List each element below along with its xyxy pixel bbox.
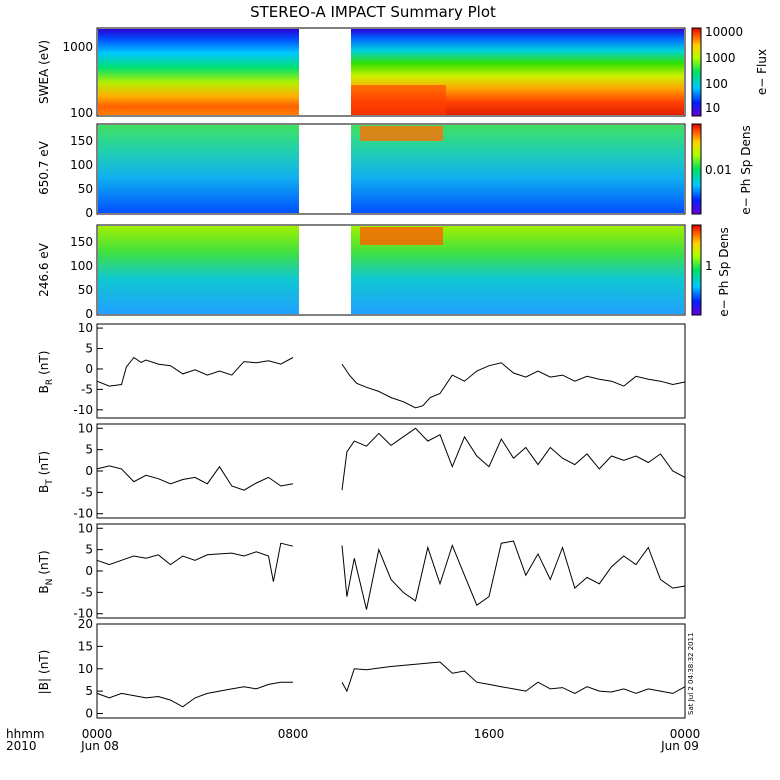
ytick-label: 5 [85,543,93,557]
br-yticks: -10 -5 0 5 10 [73,321,103,417]
pad246-ylabel: 246.6 eV [37,242,51,297]
panel-bmag: 0 5 10 15 20 |B|(nT) Sat Jul 2 04:38:32 2011 [37,617,695,721]
cbar-pad650-tick: 0.01 [705,163,732,177]
cbar-flux-tick-10: 10 [705,101,720,115]
ytick-label: -5 [81,485,93,499]
colorbar-flux: 10000 1000 100 10 e− Flux [691,25,769,117]
x-axis: hhmm 2010 0000 Jun 08 0800 1600 0000 Jun… [6,727,700,753]
panel-br: -10 -5 0 5 10 BR(nT) [37,321,686,419]
plot-title: STEREO-A IMPACT Summary Plot [250,3,496,21]
bn-series-line [96,540,686,610]
bt-yticks: -10 -5 0 5 10 [73,421,103,521]
bmag-frame [96,623,686,719]
swea-hot-band [351,85,446,115]
cbar-flux-tick-1000: 1000 [705,51,736,65]
colorbar-pad650: 0.01 e− Ph Sp Dens [691,123,753,215]
ytick-label: -10 [73,507,93,521]
pad246-ytick-100: 100 [70,259,93,273]
ytick-label: 15 [78,639,93,653]
bt-series-line [96,427,686,491]
ytick-label: -10 [73,607,93,621]
ytick-label: 10 [78,521,93,535]
xtick-0800: 0800 [278,727,309,741]
cbar-flux-label: e− Flux [755,49,769,95]
pad246-ytick-150: 150 [70,235,93,249]
xtick-date-end: Jun 09 [660,739,699,753]
ytick-label: 0 [85,362,93,376]
cbar-flux-tick-10000: 10000 [705,25,743,39]
bt-ylabel: BT(nT) [37,451,55,493]
swea-ylabel: SWEA (eV) [37,40,51,104]
pad246-spectrogram-left [98,226,299,314]
pad650-ylabel: 650.7 eV [37,140,51,195]
colorbar-pad246: 1 e− Ph Sp Dens [691,224,731,317]
ytick-label: 5 [85,342,93,356]
panel-bt: -10 -5 0 5 10 BT(nT) [37,421,686,521]
ytick-label: 0 [85,564,93,578]
cbar-pad650-label: e− Ph Sp Dens [739,125,753,214]
ytick-label: 10 [78,662,93,676]
panel-bn: -10 -5 0 5 10 BN(nT) [37,521,686,621]
cbar-pad246-label: e− Ph Sp Dens [717,227,731,316]
bn-ylabel: BN(nT) [37,550,55,593]
ytick-label: 20 [78,617,93,631]
br-ylabel: BR(nT) [37,351,55,394]
ytick-label: 0 [85,707,93,721]
timestamp-stamp: Sat Jul 2 04:38:32 2011 [687,632,695,715]
ytick-label: 5 [85,684,93,698]
pad650-ytick-100: 100 [70,158,93,172]
panel-pad-650: 650.7 eV 0 50 100 150 [37,123,686,220]
ytick-label: 0 [85,464,93,478]
ytick-label: 10 [78,321,93,335]
pad246-hot-band [360,227,443,245]
swea-spectrogram-left [98,29,299,115]
ytick-label: 5 [85,443,93,457]
ytick-label: -5 [81,585,93,599]
bn-frame [96,523,686,619]
pad650-ytick-0: 0 [85,206,93,220]
xaxis-corner-hhmm: hhmm [6,727,45,741]
pad246-ytick-0: 0 [85,307,93,321]
br-frame [96,323,686,419]
br-series-line [96,356,686,409]
pad650-frame [96,123,686,215]
colorbar-pad246-bar [691,224,702,316]
bt-frame [96,423,686,519]
colorbar-flux-bar [691,27,702,117]
pad650-spectrogram-left [98,125,299,213]
pad650-ytick-150: 150 [70,134,93,148]
pad246-ytick-50: 50 [78,283,93,297]
cbar-flux-tick-100: 100 [705,77,728,91]
ytick-label: -10 [73,403,93,417]
swea-frame [96,27,686,117]
xtick-date-start: Jun 08 [80,739,119,753]
bmag-ylabel: |B|(nT) [37,650,51,695]
panel-pad-246: 246.6 eV 0 50 100 150 [37,224,686,321]
bn-yticks: -10 -5 0 5 10 [73,521,103,621]
swea-ytick-1000: 1000 [62,40,93,54]
xtick-1600: 1600 [474,727,505,741]
xaxis-corner-year: 2010 [6,739,37,753]
swea-ytick-100: 100 [70,106,93,120]
cbar-pad246-tick: 1 [705,259,713,273]
panel-swea: SWEA (eV) 1000 100 [37,27,686,120]
ytick-label: -5 [81,382,93,396]
xtick-0000-start: 0000 [82,727,113,741]
ytick-label: 10 [78,421,93,435]
xtick-0000-end: 0000 [670,727,701,741]
pad246-frame [96,224,686,316]
colorbar-pad650-bar [691,123,702,215]
bmag-series-line [96,661,686,708]
bmag-yticks: 0 5 10 15 20 [78,617,103,721]
pad650-ytick-50: 50 [78,182,93,196]
pad650-hot-band [360,126,443,141]
